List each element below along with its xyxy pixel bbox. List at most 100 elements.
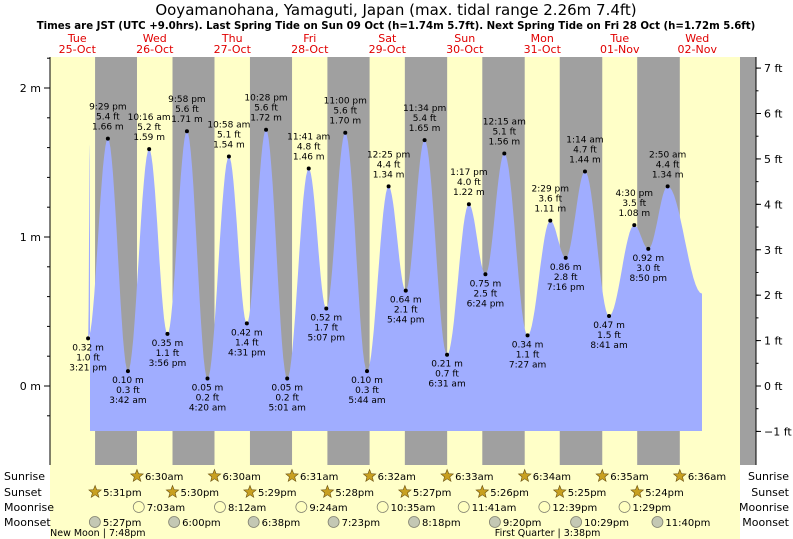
sunrise-time: 6:30am [145,472,183,483]
tide-label-m: 1.72 m [250,114,282,124]
tide-label-high: 11:41 am4.8 ft1.46 m [287,132,330,162]
tide-marker [386,184,391,189]
tide-label-m: 0.05 m [271,384,303,394]
tide-label-ft: 4.7 ft [573,145,597,155]
sunset-icon [88,484,102,498]
right-axis-label: 7 ft [764,62,783,75]
tide-label-ft: 1.0 ft [76,353,100,363]
row-label-left: Sunset [4,486,42,499]
tide-marker [525,333,530,338]
tide-marker [285,376,290,381]
sunrise-time: 6:34am [533,472,571,483]
sunset-time: 5:29pm [258,488,297,499]
tide-marker [264,127,269,132]
tide-label-ft: 4.8 ft [297,142,321,152]
tide-label-m: 1.34 m [373,170,405,180]
moonset-time: 11:40pm [665,518,710,529]
tide-marker [483,272,488,277]
tide-label-m: 0.86 m [550,263,582,273]
tide-label-m: 0.21 m [431,360,463,370]
tide-marker [646,246,651,251]
tide-label-time: 3:42 am [109,396,146,406]
tide-label-time: 5:07 pm [307,334,345,344]
tide-label-time: 9:29 pm [89,103,127,113]
tide-label-m: 1.54 m [213,141,245,151]
tide-label-time: 9:58 pm [168,95,206,105]
moonrise-icon [618,501,631,513]
tide-label-m: 0.52 m [310,314,342,324]
right-axis-label: 6 ft [764,108,783,121]
tide-marker [582,169,587,174]
tide-label-ft: 0.7 ft [435,370,459,380]
day-date: 25-Oct [59,43,97,56]
day-weekday: Tue [67,32,87,45]
tide-label-m: 1.56 m [488,138,520,148]
sunrise-icon [130,468,144,482]
tide-marker [343,130,348,135]
moonrise-time: 1:29pm [633,503,672,514]
tide-label-ft: 5.6 ft [175,105,199,115]
tide-label-time: 5:44 pm [387,316,425,326]
tide-label-m: 1.22 m [453,188,485,198]
tide-label-m: 1.66 m [92,123,124,133]
right-axis-label: 4 ft [764,198,783,211]
row-label-left: Moonrise [4,501,54,514]
tide-label-high: 2:50 am4.4 ft1.34 m [649,150,686,180]
left-axis-label: 1 m [20,231,41,244]
moonset-icon [651,516,664,528]
tide-label-m: 0.10 m [351,376,383,386]
tide-marker [632,223,637,228]
tide-label-ft: 5.2 ft [137,123,161,133]
tide-marker [607,313,612,318]
sunset-icon [630,484,645,498]
row-label-left: Moonset [4,516,51,529]
day-date: 27-Oct [214,43,252,56]
tide-label-ft: 4.4 ft [377,160,401,170]
day-weekday: Tue [609,32,629,45]
tide-marker [502,151,507,156]
sunrise-time: 6:32am [378,472,416,483]
tide-label-m: 1.11 m [534,205,566,215]
tide-label-low: 0.75 m2.5 ft6:24 pm [467,279,505,309]
moonrise-icon [214,501,226,513]
tide-label-low: 0.86 m2.8 ft7:16 pm [547,263,585,293]
sunset-icon [475,484,490,498]
sunset-time: 5:25pm [568,488,607,499]
tide-label-ft: 0.3 ft [116,386,140,396]
day-date: 02-Nov [678,43,718,56]
chart-subtitle: Times are JST (UTC +9.0hrs). Last Spring… [37,21,756,32]
moonset-icon [327,516,340,528]
tide-label-time: 10:16 am [128,113,171,123]
left-axis-label: 0 m [20,380,41,393]
tide-label-time: 12:15 am [483,118,526,128]
day-weekday: Wed [143,32,167,45]
tide-label-time: 8:50 pm [629,274,667,284]
sunrise-icon [362,468,377,482]
moonrise-time: 10:35am [391,503,436,514]
tide-marker [105,136,110,141]
moonrise-icon [132,501,145,513]
moonrise-time: 9:24am [309,503,347,514]
tide-label-m: 1.59 m [133,133,165,143]
tide-label-low: 0.05 m0.2 ft4:20 am [189,384,226,414]
tide-marker [563,255,568,260]
sunset-icon [165,484,180,498]
moonset-icon [408,516,420,528]
tide-label-ft: 0.3 ft [355,386,379,396]
row-label-right: Moonrise [739,501,789,514]
tide-label-time: 4:20 am [189,404,226,414]
tide-label-ft: 5.1 ft [492,128,516,138]
day-date: 01-Nov [600,43,640,56]
day-date: 26-Oct [136,43,174,56]
tide-marker [422,138,427,143]
tide-label-low: 0.42 m1.4 ft4:31 pm [228,328,266,358]
tide-label-time: 7:27 am [509,360,546,370]
tide-marker [184,129,189,134]
tide-label-time: 1:17 pm [450,168,488,178]
tide-label-time: 6:24 pm [467,299,505,309]
moonrise-icon [295,501,308,513]
tide-label-ft: 1.4 ft [235,338,259,348]
tide-label-time: 2:50 am [649,150,686,160]
day-labels: Tue25-OctWed26-OctThu27-OctFri28-OctSat2… [59,32,718,56]
sunrise-icon [595,468,610,482]
